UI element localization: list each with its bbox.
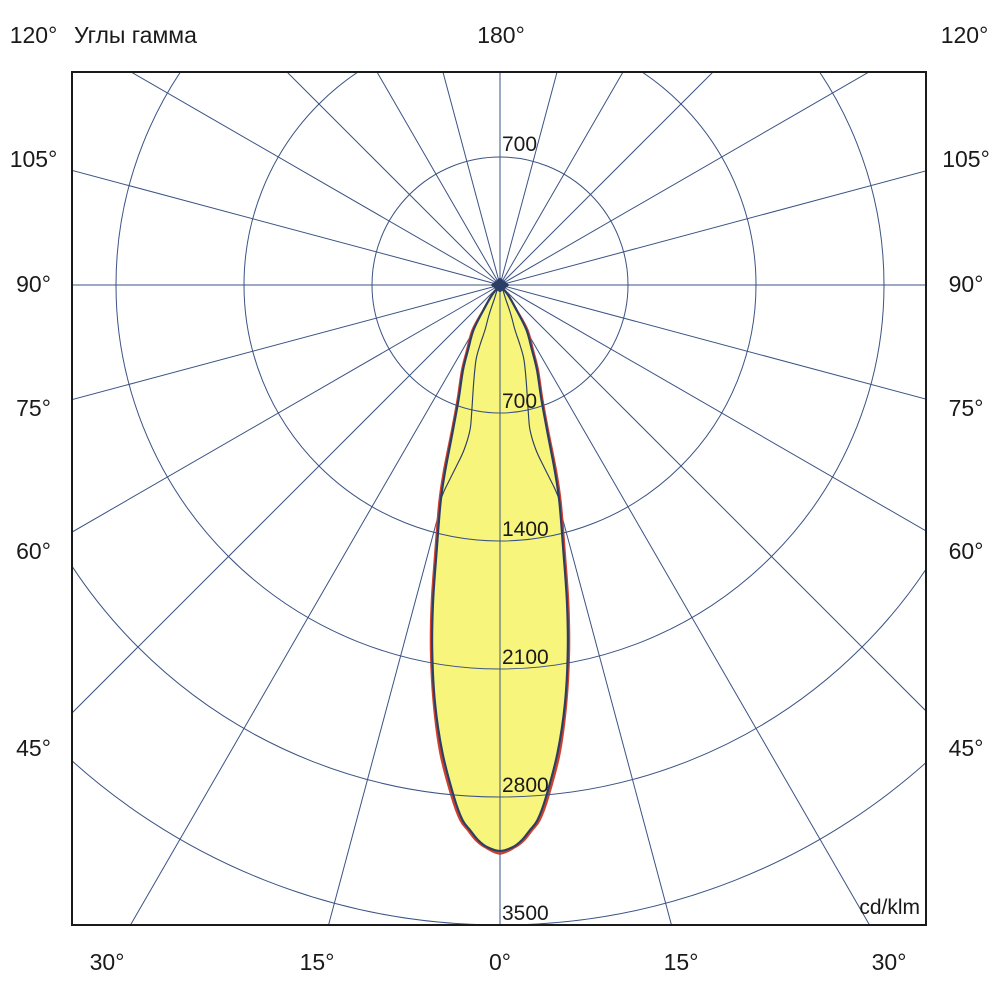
svg-text:105°: 105° [10,146,58,172]
svg-text:60°: 60° [949,538,984,564]
svg-text:15°: 15° [664,949,699,975]
svg-text:60°: 60° [16,538,51,564]
svg-text:30°: 30° [872,949,907,975]
svg-text:2100: 2100 [502,646,549,669]
svg-text:120°: 120° [10,22,58,48]
svg-text:45°: 45° [16,735,51,761]
svg-text:30°: 30° [90,949,125,975]
svg-text:3500: 3500 [502,902,549,925]
svg-text:0°: 0° [489,949,511,975]
svg-text:120°: 120° [941,22,989,48]
svg-text:Углы гамма: Углы гамма [74,22,197,48]
svg-text:105°: 105° [942,146,990,172]
svg-text:700: 700 [502,390,537,413]
svg-text:90°: 90° [949,271,984,297]
svg-text:2800: 2800 [502,774,549,797]
svg-text:1400: 1400 [502,518,549,541]
svg-text:45°: 45° [949,735,984,761]
svg-text:700: 700 [502,133,537,156]
svg-text:cd/klm: cd/klm [859,896,920,919]
svg-text:75°: 75° [16,395,51,421]
svg-text:15°: 15° [300,949,335,975]
svg-text:180°: 180° [477,22,525,48]
svg-text:90°: 90° [16,271,51,297]
svg-text:75°: 75° [949,395,984,421]
